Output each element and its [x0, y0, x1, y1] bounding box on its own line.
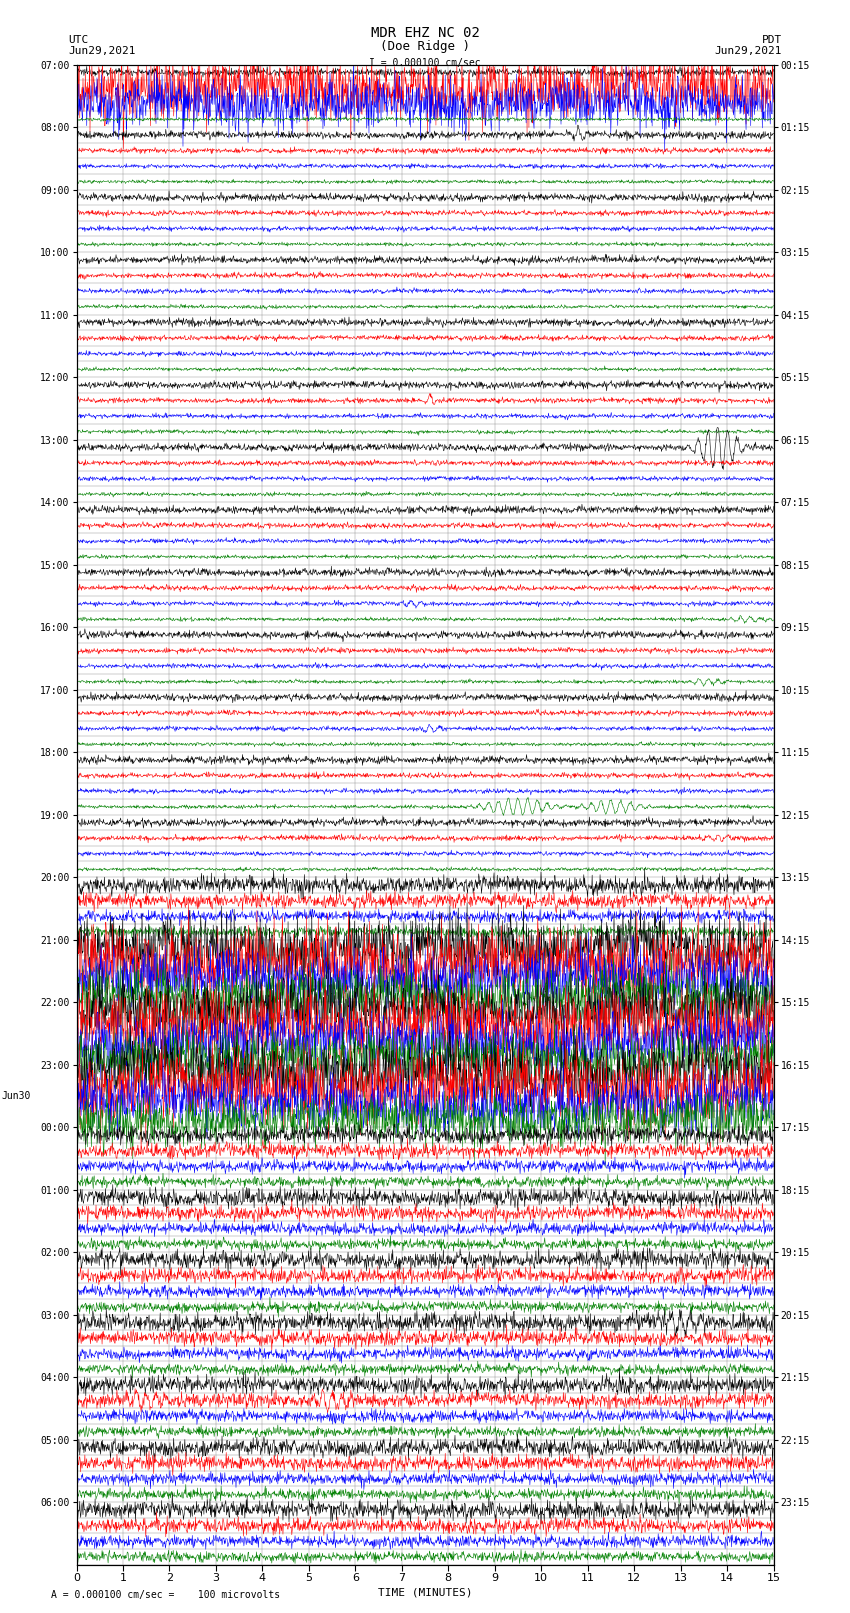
- X-axis label: TIME (MINUTES): TIME (MINUTES): [377, 1587, 473, 1597]
- Text: I = 0.000100 cm/sec: I = 0.000100 cm/sec: [369, 58, 481, 68]
- Text: Jun29,2021: Jun29,2021: [715, 47, 782, 56]
- Text: MDR EHZ NC 02: MDR EHZ NC 02: [371, 26, 479, 40]
- Text: UTC: UTC: [68, 35, 88, 45]
- Text: Jun30: Jun30: [2, 1090, 31, 1100]
- Text: (Doe Ridge ): (Doe Ridge ): [380, 40, 470, 53]
- Text: Jun29,2021: Jun29,2021: [68, 47, 135, 56]
- Text: A = 0.000100 cm/sec =    100 microvolts: A = 0.000100 cm/sec = 100 microvolts: [51, 1590, 280, 1600]
- Text: PDT: PDT: [762, 35, 782, 45]
